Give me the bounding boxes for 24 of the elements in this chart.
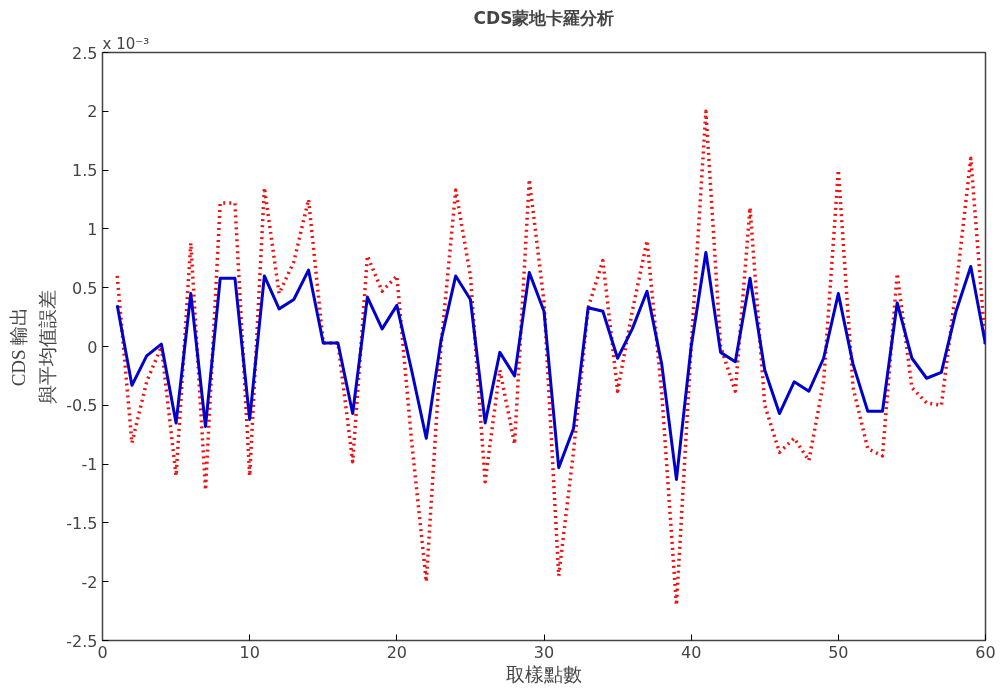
y-tick-label: 2.5	[72, 43, 98, 63]
x-tick-label: 40	[680, 642, 702, 662]
x-tick-label: 50	[828, 642, 849, 662]
text: x 10⁻³	[102, 34, 150, 53]
y-tick-label: 2	[87, 102, 98, 122]
y-tick-label: -1	[81, 455, 98, 475]
y-tick-label: 1.5	[72, 161, 98, 181]
x-tick-label: 10	[239, 642, 260, 662]
y-tick-label: 0	[87, 337, 98, 357]
text: CDS 輸出	[7, 306, 29, 387]
y-axis-title: 與平均值誤差	[36, 289, 59, 404]
x-axis-title: 取樣點數	[506, 662, 582, 685]
x-tick-label: 60	[975, 642, 996, 662]
y-tick-label: -2	[81, 572, 98, 592]
y-tick-label: -1.5	[66, 513, 98, 533]
line-series	[115, 250, 986, 481]
y-tick-label: -2.5	[66, 631, 98, 651]
y-tick-label: 0.5	[72, 278, 98, 298]
x-tick-label: 20	[386, 642, 408, 662]
chart-title: CDS蒙地卡羅分析	[473, 7, 615, 28]
y-tick-label: 1	[87, 219, 98, 239]
x-tick-label: 30	[533, 642, 555, 662]
line-series	[115, 109, 986, 607]
y-tick-label: -0.5	[66, 396, 98, 416]
